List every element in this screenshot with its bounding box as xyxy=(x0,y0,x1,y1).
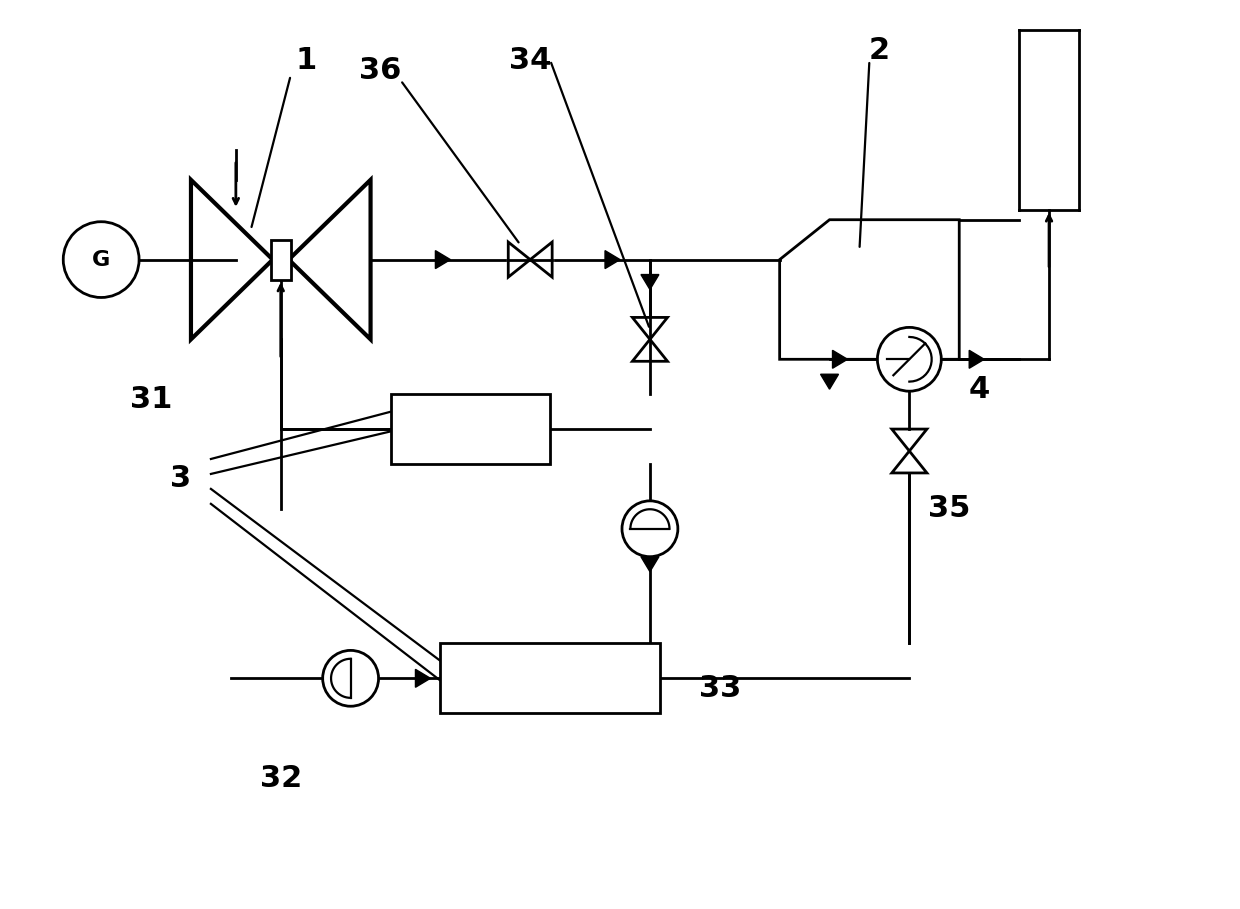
Circle shape xyxy=(878,327,941,391)
Text: 4: 4 xyxy=(968,375,990,404)
Polygon shape xyxy=(821,375,838,389)
Text: 33: 33 xyxy=(698,674,742,703)
Text: G: G xyxy=(92,250,110,270)
Polygon shape xyxy=(970,350,985,368)
Polygon shape xyxy=(641,556,658,572)
Polygon shape xyxy=(415,669,430,687)
Text: 3: 3 xyxy=(170,464,191,494)
Polygon shape xyxy=(641,275,658,289)
Text: 35: 35 xyxy=(928,494,971,524)
Bar xyxy=(391,395,551,464)
Circle shape xyxy=(322,651,378,706)
Polygon shape xyxy=(832,350,847,368)
Text: 36: 36 xyxy=(360,55,402,85)
Text: 31: 31 xyxy=(130,385,172,414)
Bar xyxy=(270,240,290,280)
Text: 2: 2 xyxy=(869,35,890,65)
Polygon shape xyxy=(435,251,450,268)
Text: 32: 32 xyxy=(259,764,301,793)
Polygon shape xyxy=(605,251,620,268)
Bar xyxy=(440,644,660,714)
Text: 34: 34 xyxy=(508,45,552,75)
Text: 1: 1 xyxy=(295,45,316,75)
Circle shape xyxy=(622,501,678,556)
